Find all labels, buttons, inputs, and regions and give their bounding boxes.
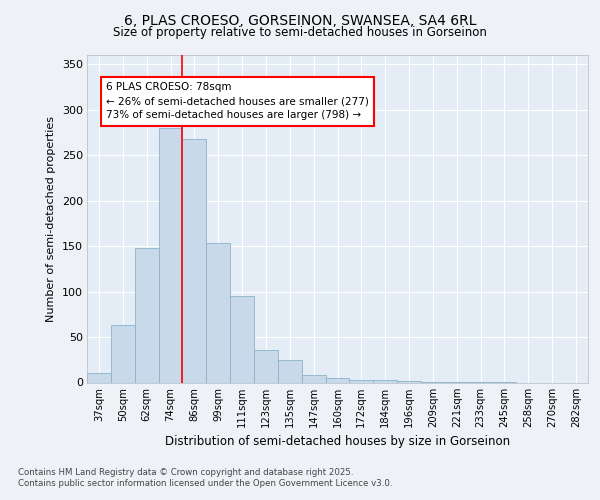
Bar <box>326 378 349 382</box>
Text: 6, PLAS CROESO, GORSEINON, SWANSEA, SA4 6RL: 6, PLAS CROESO, GORSEINON, SWANSEA, SA4 … <box>124 14 476 28</box>
X-axis label: Distribution of semi-detached houses by size in Gorseinon: Distribution of semi-detached houses by … <box>165 436 510 448</box>
Bar <box>397 380 421 382</box>
Text: 6 PLAS CROESO: 78sqm
← 26% of semi-detached houses are smaller (277)
73% of semi: 6 PLAS CROESO: 78sqm ← 26% of semi-detac… <box>106 82 369 120</box>
Bar <box>230 296 254 382</box>
Bar <box>158 128 182 382</box>
Text: Contains HM Land Registry data © Crown copyright and database right 2025.
Contai: Contains HM Land Registry data © Crown c… <box>18 468 392 487</box>
Bar <box>254 350 278 382</box>
Bar <box>302 375 326 382</box>
Bar <box>278 360 302 382</box>
Bar <box>182 138 206 382</box>
Bar <box>87 374 111 382</box>
Y-axis label: Number of semi-detached properties: Number of semi-detached properties <box>46 116 56 322</box>
Bar <box>111 325 135 382</box>
Bar <box>349 380 373 382</box>
Bar <box>206 244 230 382</box>
Text: Size of property relative to semi-detached houses in Gorseinon: Size of property relative to semi-detach… <box>113 26 487 39</box>
Bar <box>373 380 397 382</box>
Bar <box>135 248 158 382</box>
